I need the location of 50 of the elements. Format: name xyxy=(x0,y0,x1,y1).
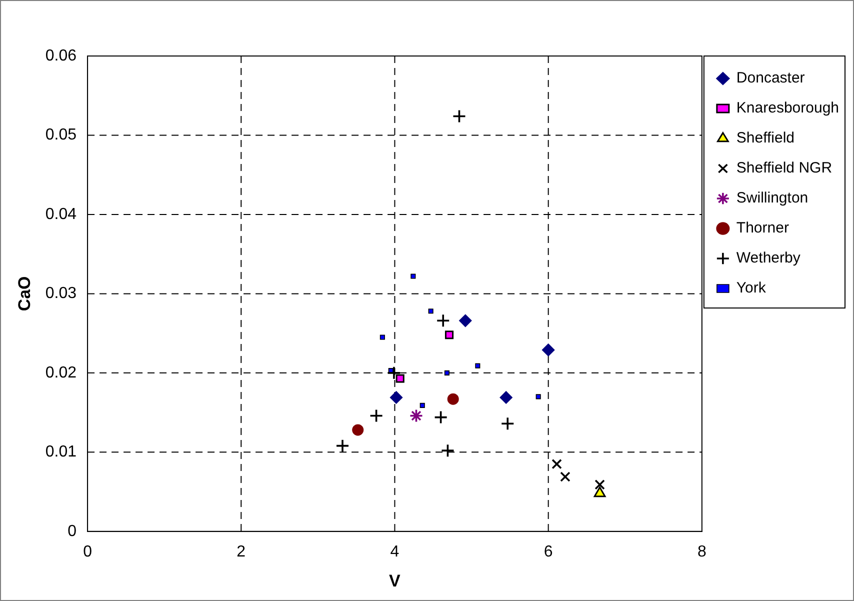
y-tick-label: 0.05 xyxy=(45,126,77,144)
x-tick-label: 8 xyxy=(697,543,706,560)
legend-label: Thorner xyxy=(736,220,789,237)
y-tick-label: 0.04 xyxy=(45,206,77,223)
point xyxy=(447,393,459,405)
y-axis-title: CaO xyxy=(14,276,34,312)
point xyxy=(475,363,480,368)
y-tick-label: 0.01 xyxy=(45,444,77,461)
point xyxy=(434,410,448,424)
point xyxy=(336,438,350,453)
point xyxy=(390,391,403,404)
x-tick-label: 6 xyxy=(544,543,553,560)
point xyxy=(436,314,450,328)
point xyxy=(444,370,450,376)
point xyxy=(542,344,555,356)
legend-label: Doncaster xyxy=(736,70,805,87)
point xyxy=(440,444,455,458)
point xyxy=(396,374,404,383)
point xyxy=(560,472,570,482)
point xyxy=(552,458,562,470)
point xyxy=(500,391,512,404)
legend-label: Sheffield xyxy=(736,130,795,147)
point xyxy=(459,314,472,327)
legend-label: Swillington xyxy=(736,190,808,207)
point xyxy=(444,330,454,340)
point xyxy=(380,334,385,340)
point xyxy=(410,274,416,279)
point xyxy=(536,394,541,400)
point xyxy=(452,109,466,124)
point xyxy=(428,308,434,314)
point xyxy=(420,402,425,408)
legend-label: York xyxy=(736,280,766,297)
point xyxy=(387,366,401,380)
x-tick-label: 4 xyxy=(390,543,400,560)
legend-label: Knaresborough xyxy=(736,100,839,117)
point xyxy=(369,408,384,423)
y-tick-label: 0.02 xyxy=(45,364,77,382)
legend-label: Wetherby xyxy=(736,250,801,267)
point xyxy=(594,480,605,490)
x-tick-label: 0 xyxy=(83,543,92,560)
point xyxy=(352,424,364,436)
point xyxy=(594,486,606,498)
y-tick-label: 0.03 xyxy=(45,285,77,302)
x-axis-title: V xyxy=(389,571,402,590)
x-tick-label: 2 xyxy=(236,543,246,560)
point xyxy=(409,408,424,423)
y-tick-label: 0 xyxy=(68,522,77,540)
point xyxy=(500,416,515,431)
legend-label: Sheffield NGR xyxy=(736,160,832,177)
y-tick-label: 0.06 xyxy=(45,47,77,64)
